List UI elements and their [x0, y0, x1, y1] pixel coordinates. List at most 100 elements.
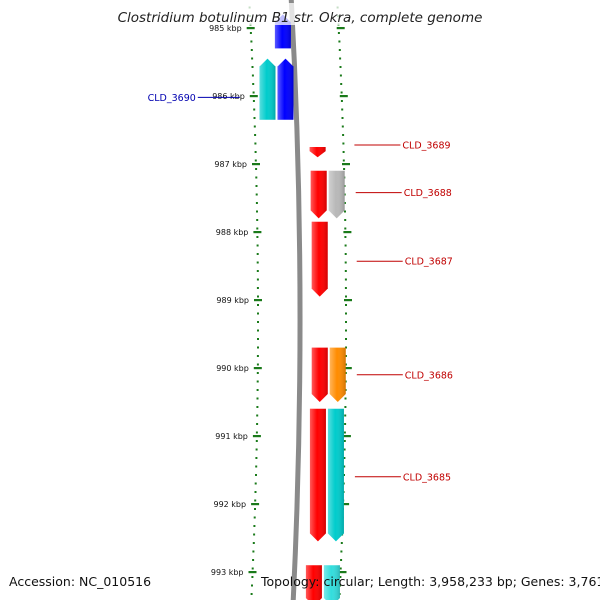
gene-label-CLD_3689[interactable]: CLD_3689 [402, 141, 450, 152]
minor-tick-left [256, 423, 259, 425]
minor-tick-right [343, 440, 346, 442]
minor-tick-left [256, 270, 259, 272]
minor-tick-left [257, 338, 259, 340]
minor-tick-left [252, 83, 255, 85]
minor-tick-left [252, 559, 255, 561]
map-title: Clostridium botulinum B1 str. Okra, comp… [118, 10, 483, 26]
genome-backbone [288, 0, 303, 600]
minor-tick-right [342, 151, 345, 153]
minor-tick-left [254, 508, 256, 510]
minor-tick-right [344, 270, 347, 272]
gene-label-CLD_3685[interactable]: CLD_3685 [403, 472, 451, 483]
major-tick [338, 571, 347, 574]
minor-tick-right [343, 465, 346, 468]
minor-tick-left [255, 457, 258, 459]
major-tick [253, 367, 262, 370]
minor-tick-left [251, 66, 254, 68]
gene-label-CLD_3688[interactable]: CLD_3688 [404, 188, 452, 199]
minor-tick-left [253, 125, 256, 128]
minor-tick-left [254, 159, 257, 162]
minor-tick-left [255, 202, 258, 204]
tick-label: 991 kbp [215, 432, 248, 441]
minor-tick-right [344, 406, 347, 408]
minor-tick-left [255, 185, 258, 187]
major-tick [249, 95, 258, 98]
major-tick [342, 163, 350, 166]
minor-tick-right [345, 312, 347, 315]
minor-tick-left [254, 491, 257, 493]
minor-tick-left [256, 278, 259, 281]
gene-label-CLD_3686[interactable]: CLD_3686 [405, 370, 453, 381]
gene-shading [329, 347, 346, 402]
minor-tick-left [253, 525, 256, 527]
major-tick [343, 231, 352, 234]
minor-tick-left [256, 363, 259, 366]
gene-shading [310, 170, 327, 219]
minor-tick-right [344, 355, 347, 357]
minor-tick-left [255, 465, 258, 468]
minor-tick-left [255, 168, 258, 170]
tick-label: 990 kbp [216, 364, 249, 373]
minor-tick-left [257, 295, 259, 298]
minor-tick-right [339, 74, 342, 77]
minor-tick-right [344, 363, 347, 366]
minor-tick-left [257, 329, 259, 332]
minor-tick-right [342, 159, 345, 162]
minor-tick-left [256, 372, 259, 374]
major-tick [251, 503, 260, 506]
minor-tick-left [252, 100, 255, 102]
major-tick [252, 163, 260, 166]
major-tick [336, 27, 345, 30]
minor-tick-left [254, 499, 257, 502]
tick-label: 985 kbp [209, 24, 242, 33]
gene-label-CLD_3687[interactable]: CLD_3687 [405, 257, 453, 268]
minor-tick-left [250, 49, 253, 51]
minor-tick-left [255, 193, 258, 196]
tick-label: 988 kbp [216, 228, 249, 237]
minor-tick-left [251, 57, 254, 60]
minor-tick-left [254, 142, 257, 145]
minor-tick-right [339, 66, 342, 68]
minor-tick-right [344, 244, 347, 247]
minor-tick-left [251, 584, 253, 587]
minor-tick-right [343, 168, 346, 170]
minor-tick-right [340, 542, 343, 544]
minor-tick-right [343, 193, 346, 196]
tick-label: 987 kbp [214, 160, 247, 169]
minor-tick-right [337, 32, 340, 34]
minor-tick-right [344, 236, 347, 238]
minor-tick-left [256, 414, 259, 417]
minor-tick-right [342, 142, 345, 145]
minor-tick-right [339, 567, 342, 570]
minor-tick-right [338, 49, 341, 51]
major-tick [253, 231, 262, 234]
minor-tick-left [255, 431, 258, 434]
minor-tick-right [344, 287, 347, 289]
minor-tick-right [344, 261, 347, 264]
minor-tick-right [345, 304, 347, 306]
minor-tick-left [254, 151, 257, 153]
minor-tick-right [343, 448, 346, 451]
accession-text: Accession: NC_010516 [9, 574, 151, 589]
gene-shading [327, 408, 344, 542]
minor-tick-left [251, 74, 254, 77]
major-tick [252, 435, 261, 438]
minor-tick-right [344, 278, 347, 281]
major-tick [246, 27, 255, 30]
gene-label-CLD_3690[interactable]: CLD_3690 [148, 93, 196, 104]
minor-tick-left [251, 576, 254, 578]
minor-tick-right [340, 550, 343, 553]
minor-tick-left [256, 380, 259, 383]
gene-shading [309, 147, 326, 158]
minor-tick-right [343, 457, 346, 459]
minor-tick-right [344, 253, 347, 255]
tick-label: 993 kbp [211, 568, 244, 577]
minor-tick-right [341, 125, 344, 128]
minor-tick-left [255, 176, 258, 179]
minor-tick-left [256, 244, 259, 247]
minor-tick-left [255, 474, 257, 476]
minor-tick-right [340, 83, 343, 85]
minor-tick-left [256, 287, 259, 289]
minor-tick-left [257, 321, 259, 323]
minor-tick-right [339, 576, 342, 578]
